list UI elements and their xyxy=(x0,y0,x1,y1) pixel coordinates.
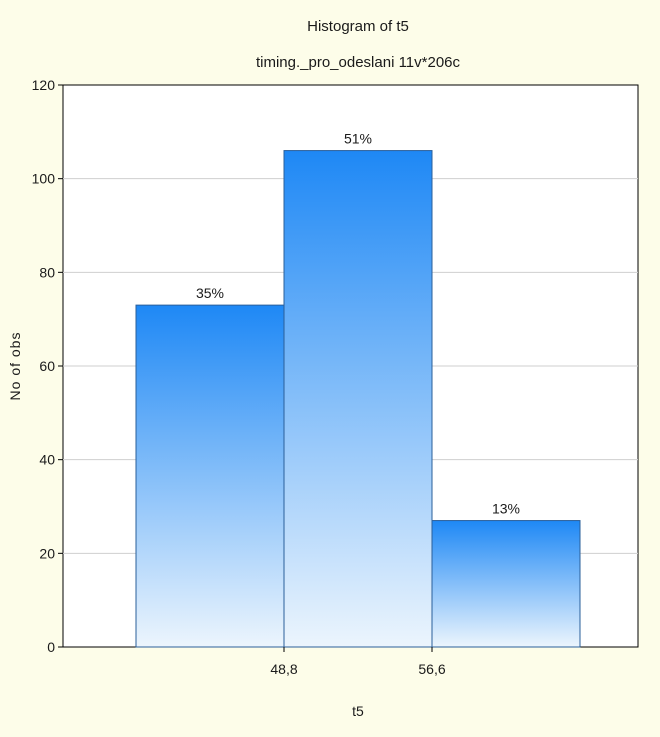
histogram-bar xyxy=(431,520,581,648)
x-tick-label: 48,8 xyxy=(270,661,297,677)
bar-percent-label: 13% xyxy=(492,501,520,517)
bar-labels: 35% 51% 13% xyxy=(196,131,520,517)
bar-percent-label: 51% xyxy=(344,131,372,147)
y-tick-label: 80 xyxy=(39,264,55,280)
x-axis-ticks: 48,8 56,6 xyxy=(270,647,446,677)
chart-subtitle: timing._pro_odeslani 11v*206c xyxy=(256,54,461,71)
chart-title: Histogram of t5 xyxy=(307,18,409,35)
y-tick-label: 0 xyxy=(47,639,55,655)
histogram-bar xyxy=(135,304,285,648)
bars xyxy=(135,150,581,648)
y-tick-label: 20 xyxy=(39,545,55,561)
y-tick-label: 100 xyxy=(32,171,56,187)
y-tick-label: 60 xyxy=(39,358,55,374)
x-axis-label: t5 xyxy=(352,703,364,719)
y-tick-label: 120 xyxy=(32,77,56,93)
bar-percent-label: 35% xyxy=(196,285,224,301)
y-tick-label: 40 xyxy=(39,452,55,468)
x-tick-label: 56,6 xyxy=(418,661,445,677)
histogram-bar xyxy=(283,150,433,648)
y-axis-ticks: 0 20 40 60 80 100 120 xyxy=(32,77,63,655)
y-axis-label: No of obs xyxy=(7,332,23,401)
